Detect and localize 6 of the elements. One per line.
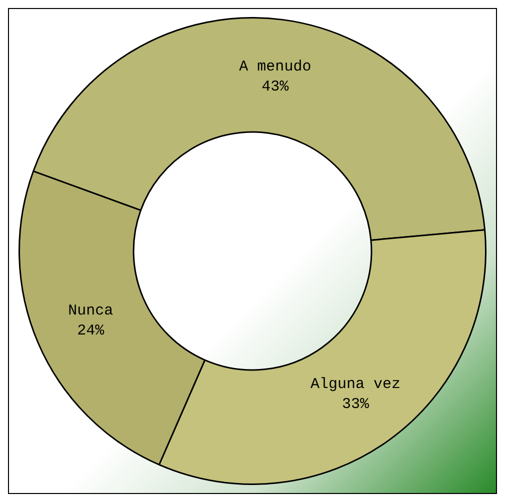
data-label: 43% xyxy=(262,78,290,96)
slice-label: Nunca xyxy=(68,302,114,320)
slice-label: A menudo xyxy=(239,58,312,76)
slice-label: Alguna vez xyxy=(310,376,401,393)
data-label: 33% xyxy=(342,396,370,413)
data-label: 24% xyxy=(77,322,106,340)
